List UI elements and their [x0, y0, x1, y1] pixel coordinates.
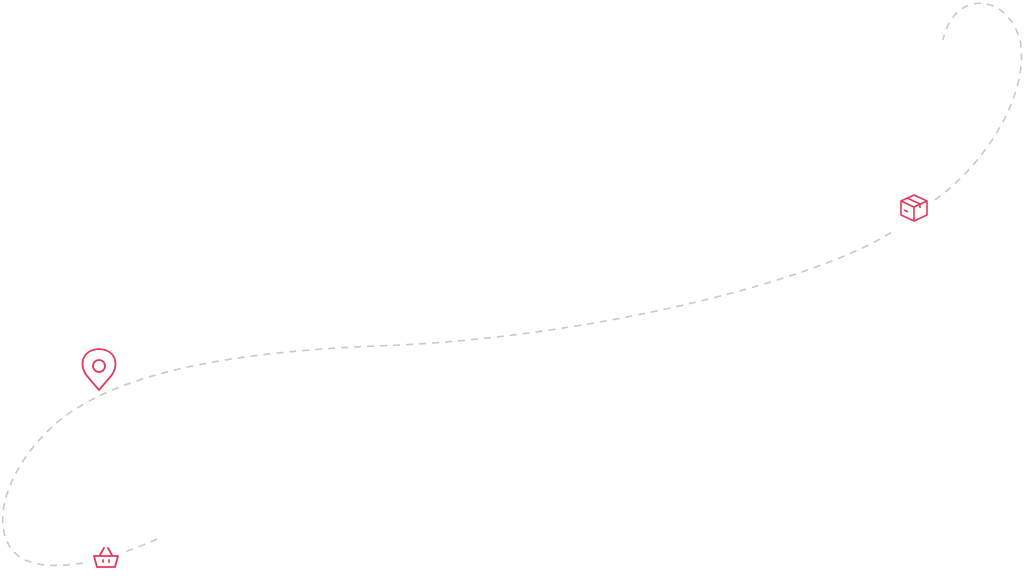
map-pin-icon: [81, 348, 117, 391]
shopping-basket-icon: [88, 545, 124, 571]
package-box-icon: [896, 192, 932, 226]
dashed-route-path: [1, 2, 1023, 567]
